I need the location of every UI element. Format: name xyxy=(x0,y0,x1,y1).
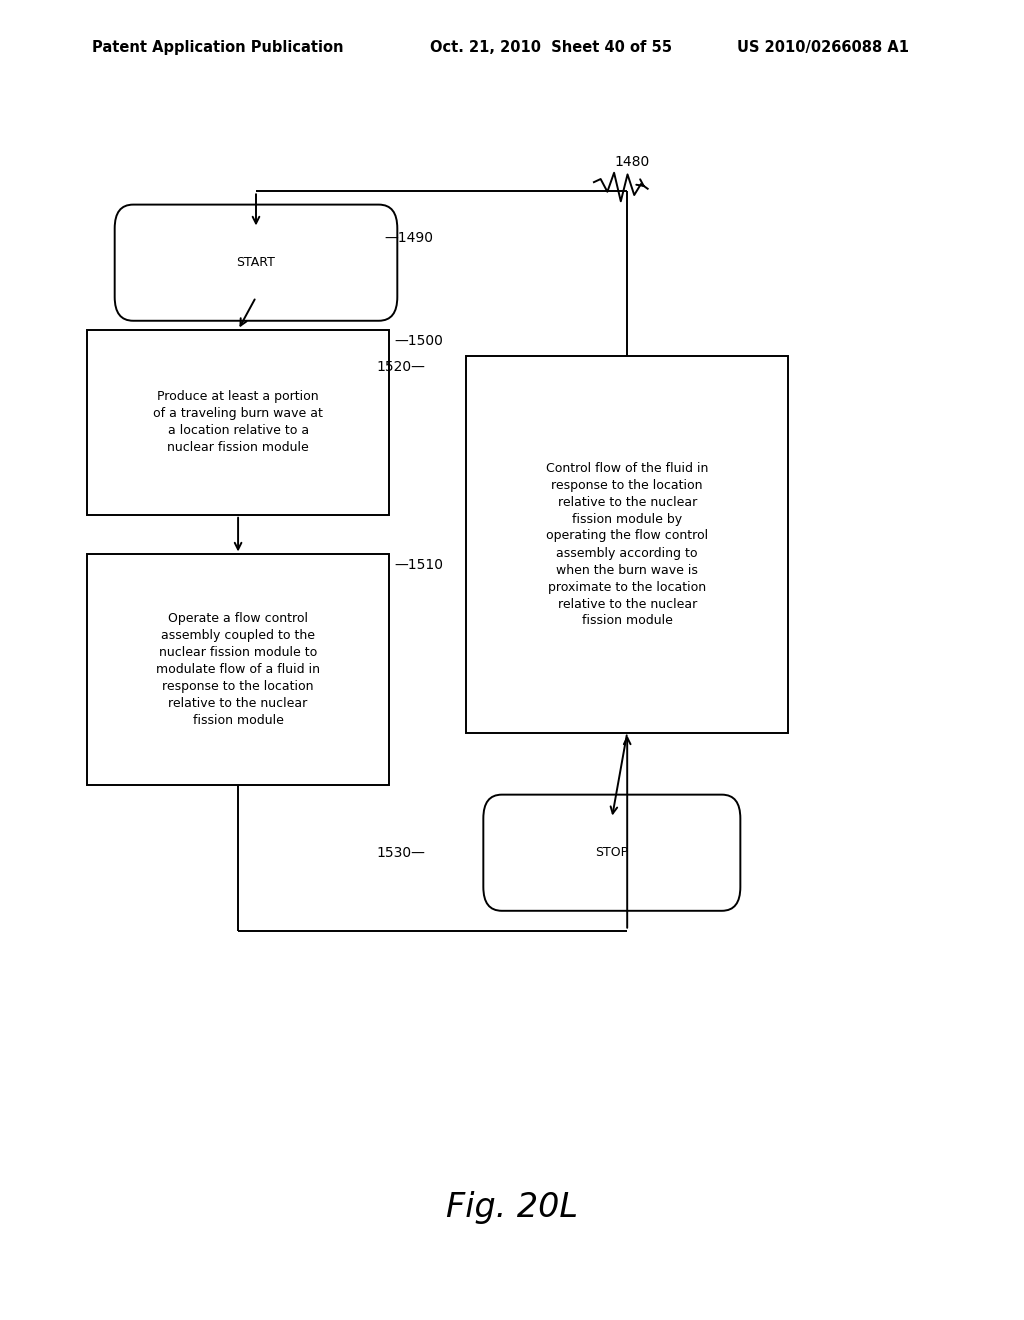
Bar xyxy=(87,330,389,515)
Text: —1510: —1510 xyxy=(394,558,443,572)
Text: Fig. 20L: Fig. 20L xyxy=(446,1191,578,1225)
FancyBboxPatch shape xyxy=(115,205,397,321)
Text: —1500: —1500 xyxy=(394,334,443,347)
Text: 1530—: 1530— xyxy=(376,846,425,859)
Bar xyxy=(87,554,389,785)
Bar xyxy=(466,356,788,733)
Text: Control flow of the fluid in
response to the location
relative to the nuclear
fi: Control flow of the fluid in response to… xyxy=(546,462,709,627)
Text: 1480: 1480 xyxy=(614,154,649,169)
Text: START: START xyxy=(237,256,275,269)
FancyBboxPatch shape xyxy=(483,795,740,911)
Text: 1520—: 1520— xyxy=(376,360,425,374)
Text: US 2010/0266088 A1: US 2010/0266088 A1 xyxy=(737,40,909,55)
Text: Operate a flow control
assembly coupled to the
nuclear fission module to
modulat: Operate a flow control assembly coupled … xyxy=(156,612,321,727)
Text: Patent Application Publication: Patent Application Publication xyxy=(92,40,344,55)
Text: Produce at least a portion
of a traveling burn wave at
a location relative to a
: Produce at least a portion of a travelin… xyxy=(154,391,323,454)
Text: STOP: STOP xyxy=(595,846,629,859)
Text: —1490: —1490 xyxy=(384,231,433,244)
Text: Oct. 21, 2010  Sheet 40 of 55: Oct. 21, 2010 Sheet 40 of 55 xyxy=(430,40,672,55)
